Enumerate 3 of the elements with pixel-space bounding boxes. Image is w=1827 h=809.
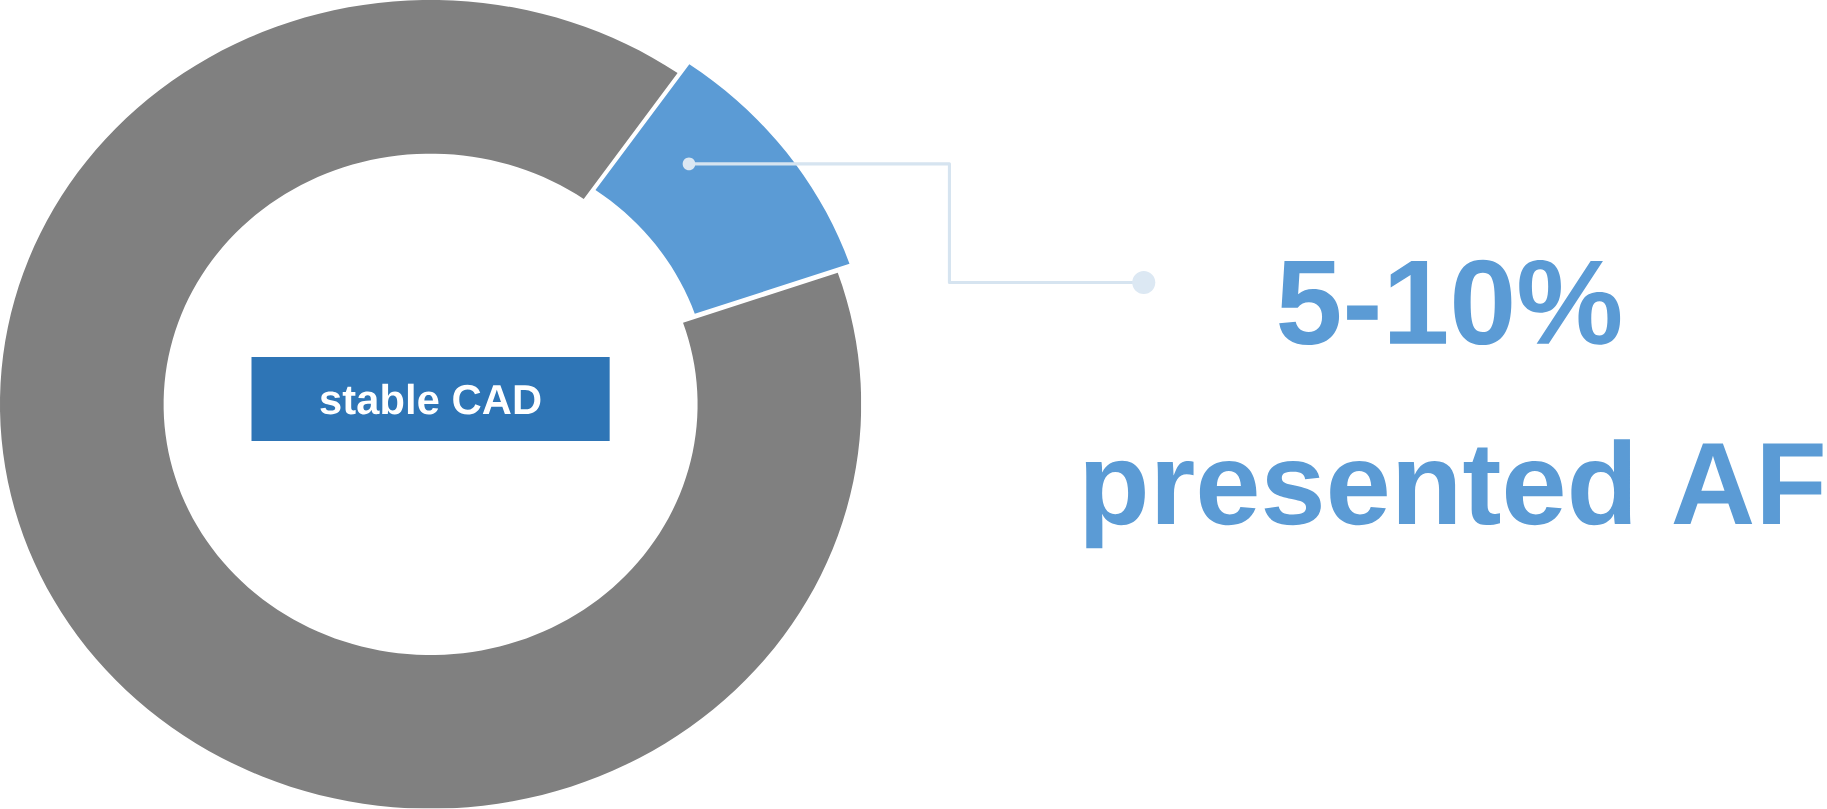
text: stable CAD: [320, 383, 541, 415]
text: presented AF: [1085, 439, 1823, 549]
text: 5-10%: [1279, 260, 1621, 346]
